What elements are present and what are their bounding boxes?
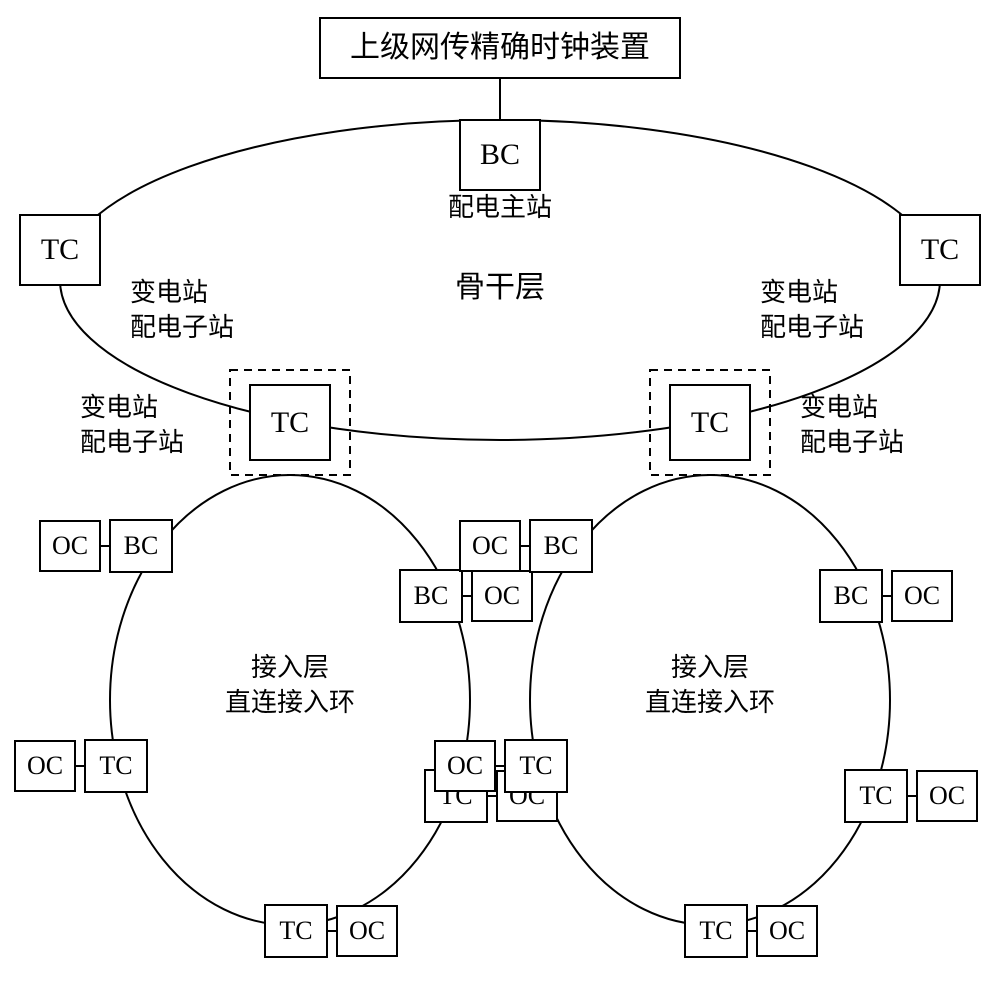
access-left-node-1: BC OC — [400, 570, 532, 622]
access-right-node-4-text: TC — [699, 916, 732, 945]
access-left-node-1-oc-text: OC — [484, 581, 520, 610]
access-left-node-4-text: TC — [279, 916, 312, 945]
access-left-label1: 接入层 — [251, 653, 329, 682]
access-right-node-2-text: TC — [519, 751, 552, 780]
backbone-bc-sublabel: 配电主站 — [448, 193, 552, 222]
access-left-label2: 直连接入环 — [225, 688, 355, 717]
access-right-node-0-oc-text: OC — [472, 531, 508, 560]
label-right-upper-1: 变电站 — [760, 278, 838, 307]
access-left-node-0: BC OC — [40, 520, 172, 572]
access-left-node-1-text: BC — [414, 581, 449, 610]
backbone-bc-text: BC — [480, 138, 520, 171]
access-left-node-2-oc-text: OC — [27, 751, 63, 780]
access-right-label1: 接入层 — [671, 653, 749, 682]
access-right-node-0-text: BC — [544, 531, 579, 560]
network-diagram: 上级网传精确时钟装置 BC 配电主站 骨干层 TC TC 变电站 配电子站 变电… — [0, 0, 1000, 981]
backbone-tc-right: TC — [900, 215, 980, 285]
access-right-node-3-oc-text: OC — [929, 781, 965, 810]
backbone-tc-bl-text: TC — [271, 406, 309, 439]
backbone-tc-bl-group: TC — [230, 370, 350, 475]
label-right-lower-2: 配电子站 — [800, 428, 904, 457]
backbone-bc: BC 配电主站 — [448, 120, 552, 222]
label-left-lower-2: 配电子站 — [80, 428, 184, 457]
access-right-node-3: TC OC — [845, 770, 977, 822]
label-right-lower-1: 变电站 — [800, 393, 878, 422]
access-left-node-0-text: BC — [124, 531, 159, 560]
label-right-upper-2: 配电子站 — [760, 313, 864, 342]
title-group: 上级网传精确时钟装置 — [320, 18, 680, 78]
access-right-node-0: BC OC — [460, 520, 592, 572]
backbone-tc-right-text: TC — [921, 233, 959, 266]
backbone-tc-left-text: TC — [41, 233, 79, 266]
access-right-label2: 直连接入环 — [645, 688, 775, 717]
backbone-tc-left: TC — [20, 215, 100, 285]
backbone-tc-br-group: TC — [650, 370, 770, 475]
access-right-node-4: TC OC — [685, 905, 817, 957]
access-right-node-1: BC OC — [820, 570, 952, 622]
access-right-node-2-oc-text: OC — [447, 751, 483, 780]
access-right-node-1-oc-text: OC — [904, 581, 940, 610]
backbone-main-label: 骨干层 — [455, 271, 545, 304]
label-left-upper-2: 配电子站 — [130, 313, 234, 342]
label-left-upper-1: 变电站 — [130, 278, 208, 307]
access-nodes-group: BCOCBCOCTCOCTCOCTCOCBCOCBCOCTCOCTCOCTCOC — [15, 520, 977, 957]
access-left-node-2-text: TC — [99, 751, 132, 780]
access-right-node-4-oc-text: OC — [769, 916, 805, 945]
access-right-node-3-text: TC — [859, 781, 892, 810]
title-text: 上级网传精确时钟装置 — [350, 31, 650, 64]
access-left-node-2: TC OC — [15, 740, 147, 792]
backbone-tc-br-text: TC — [691, 406, 729, 439]
access-left-node-4: TC OC — [265, 905, 397, 957]
label-left-lower-1: 变电站 — [80, 393, 158, 422]
access-left-node-0-oc-text: OC — [52, 531, 88, 560]
access-left-node-4-oc-text: OC — [349, 916, 385, 945]
access-right-node-1-text: BC — [834, 581, 869, 610]
